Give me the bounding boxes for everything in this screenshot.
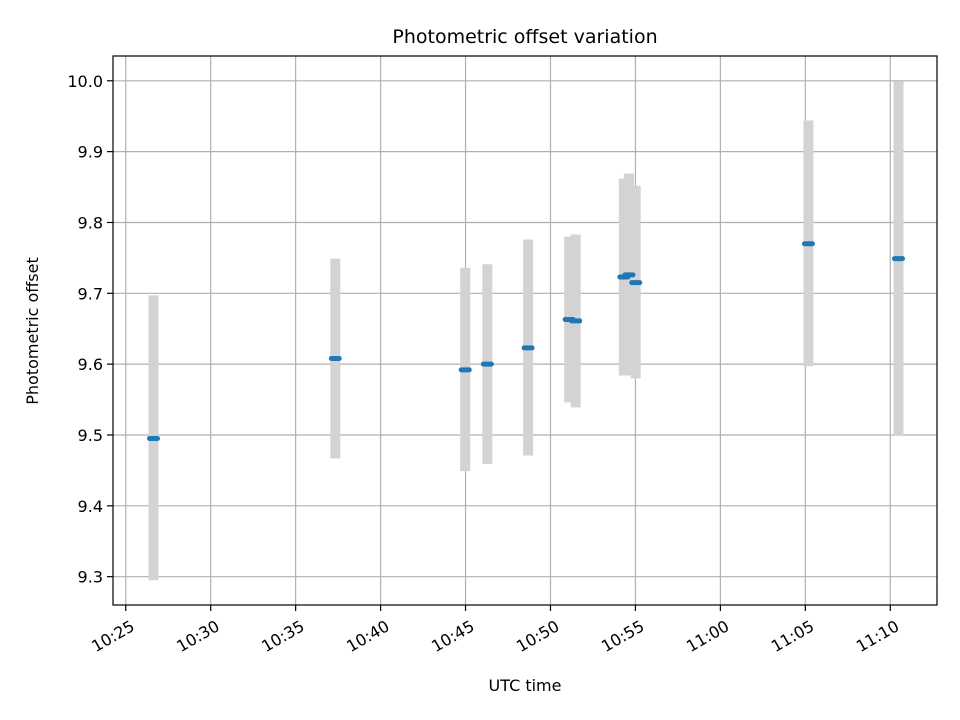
- x-axis: 10:25 10:30 10:35 10:40 10:45 10:50 10:55 11:00…: [88, 605, 902, 656]
- y-tick-label: 9.3: [78, 568, 103, 587]
- x-tick-label: 10:40: [343, 616, 392, 656]
- x-tick-label: 11:10: [853, 616, 902, 656]
- y-tick-label: 9.6: [78, 355, 103, 374]
- x-tick-label: 11:00: [683, 616, 732, 656]
- y-tick-label: 9.7: [78, 284, 103, 303]
- x-tick-label: 10:45: [428, 616, 477, 656]
- y-axis-title: Photometric offset: [23, 257, 42, 405]
- chart-title: Photometric offset variation: [392, 26, 657, 48]
- plot-frame: [112, 55, 938, 606]
- y-tick-label: 9.8: [78, 213, 103, 232]
- x-tick-label: 10:35: [258, 616, 307, 656]
- y-tick-label: 9.9: [78, 143, 103, 162]
- x-axis-title: UTC time: [489, 676, 562, 695]
- y-axis: 9.3 9.4 9.5 9.6 9.7 9.8 9.9 10.0: [67, 72, 113, 587]
- x-tick-label: 10:50: [513, 616, 562, 656]
- y-tick-label: 10.0: [67, 72, 103, 91]
- y-tick-label: 9.4: [78, 497, 103, 516]
- y-tick-label: 9.5: [78, 426, 103, 445]
- x-tick-label: 11:05: [768, 616, 817, 656]
- x-tick-label: 10:25: [88, 616, 137, 656]
- data-points: [146, 241, 905, 442]
- x-tick-label: 10:55: [598, 616, 647, 656]
- x-tick-label: 10:30: [173, 616, 222, 656]
